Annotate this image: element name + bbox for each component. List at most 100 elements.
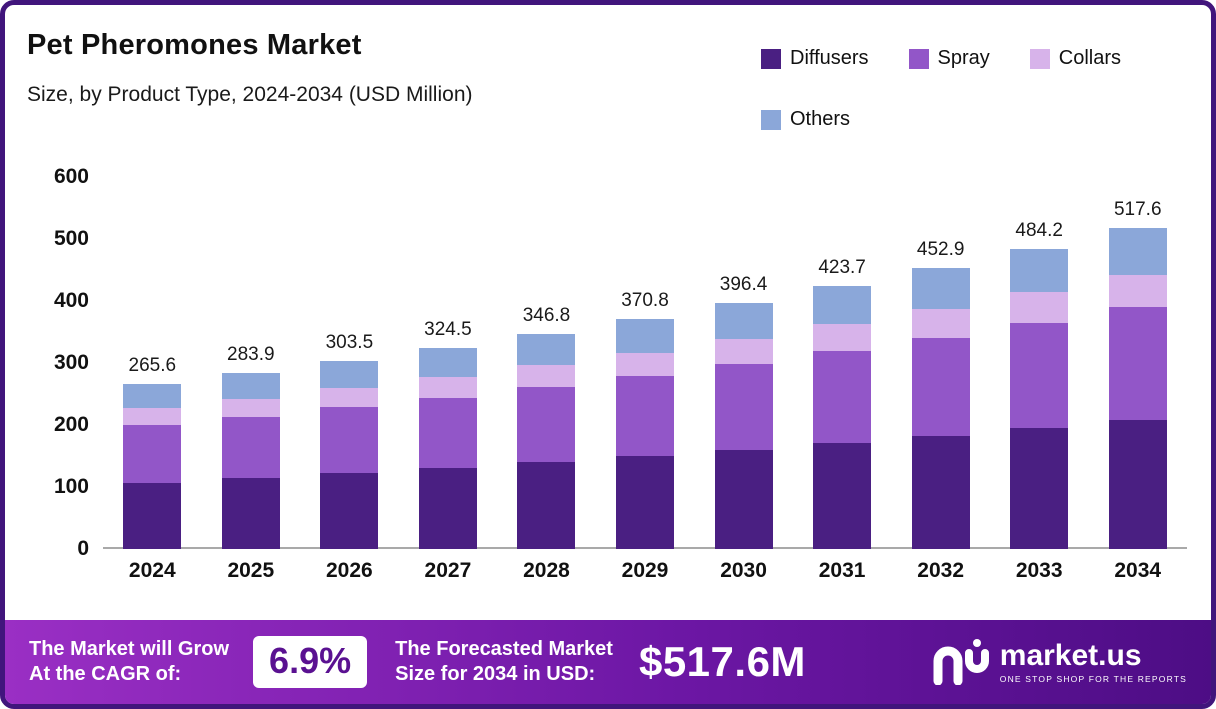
- bar-segment-spray[interactable]: [911, 337, 970, 436]
- footer-banner: The Market will Grow At the CAGR of: 6.9…: [5, 620, 1211, 704]
- bar-segment-collars[interactable]: [714, 339, 773, 364]
- bar-total-label: 370.8: [621, 290, 669, 312]
- y-axis-tick-label: 600: [53, 165, 89, 188]
- stacked-bar[interactable]: [714, 303, 773, 549]
- y-axis-tick-label: 300: [53, 351, 89, 374]
- legend-item-collars[interactable]: Collars: [1029, 47, 1122, 70]
- bar-segment-collars[interactable]: [1010, 292, 1069, 323]
- legend-item-spray[interactable]: Spray: [908, 47, 990, 70]
- bar-column: 265.6 2024: [103, 177, 202, 593]
- legend-label-collars: Collars: [1058, 47, 1122, 69]
- bar-segment-collars[interactable]: [616, 352, 674, 376]
- x-axis-label: 2030: [720, 559, 767, 582]
- bar-column: 346.8 2028: [497, 177, 596, 593]
- x-axis-label: 2027: [424, 559, 472, 582]
- bar-segment-collars[interactable]: [813, 324, 872, 352]
- bar-segment-others[interactable]: [1010, 248, 1069, 293]
- x-axis-label: 2028: [523, 559, 570, 582]
- bar-segment-collars[interactable]: [123, 408, 182, 426]
- bar-segment-spray[interactable]: [1108, 307, 1167, 420]
- bar-segment-diffusers[interactable]: [616, 456, 674, 549]
- forecast-label-line2: Size for 2034 in USD:: [395, 663, 596, 685]
- bar-segment-spray[interactable]: [813, 351, 872, 444]
- bar-segment-collars[interactable]: [911, 309, 970, 338]
- bar-segment-others[interactable]: [616, 319, 674, 353]
- bar-segment-diffusers[interactable]: [123, 482, 182, 549]
- legend-item-others[interactable]: Others: [761, 108, 850, 131]
- bar-segment-others[interactable]: [123, 384, 182, 409]
- bar-segment-spray[interactable]: [221, 416, 280, 479]
- x-axis-label: 2034: [1114, 559, 1162, 582]
- bar-segment-spray[interactable]: [714, 364, 773, 450]
- bar-segment-diffusers[interactable]: [517, 462, 576, 549]
- x-axis-label: 2032: [917, 559, 964, 582]
- bar-segment-collars[interactable]: [320, 388, 379, 408]
- bar-segment-diffusers[interactable]: [1010, 428, 1069, 549]
- bar-segment-collars[interactable]: [517, 365, 576, 388]
- legend-row-1: Diffusers Spray Collars: [761, 47, 1181, 70]
- cagr-label-line2: At the CAGR of:: [29, 663, 182, 685]
- y-axis-tick-label: 400: [53, 289, 89, 313]
- forecast-value: $517.6M: [638, 638, 806, 685]
- bar-segment-spray[interactable]: [320, 407, 379, 474]
- bar-total-label: 423.7: [818, 257, 866, 279]
- stacked-bar[interactable]: [320, 360, 379, 549]
- bar-total-label: 265.6: [128, 355, 177, 377]
- bar-segment-others[interactable]: [221, 373, 280, 399]
- bar-segment-diffusers[interactable]: [813, 443, 872, 549]
- bar-segment-spray[interactable]: [418, 397, 477, 468]
- x-axis-label: 2024: [128, 559, 176, 582]
- bar-segment-spray[interactable]: [517, 387, 576, 463]
- stacked-bar[interactable]: [1010, 248, 1069, 549]
- legend-swatch-diffusers: [761, 48, 781, 69]
- bar-segment-diffusers[interactable]: [714, 450, 773, 549]
- bar-column: 370.8 2029: [596, 177, 695, 593]
- cagr-label: The Market will Grow At the CAGR of:: [29, 637, 229, 687]
- stacked-bar[interactable]: [813, 286, 872, 549]
- plot-area: 265.6 2024 283.9 2025 303.5 2026 324.5 2027 346.…: [103, 177, 1187, 593]
- bar-segment-diffusers[interactable]: [1108, 419, 1167, 549]
- bar-segment-others[interactable]: [714, 303, 773, 339]
- bar-segment-spray[interactable]: [616, 375, 674, 457]
- marketus-logo[interactable]: market.us ONE STOP SHOP FOR THE REPORTS: [932, 639, 1187, 685]
- bar-segment-others[interactable]: [418, 347, 477, 378]
- bar-segment-diffusers[interactable]: [221, 478, 280, 549]
- y-axis-tick-label: 200: [53, 413, 89, 437]
- bar-segment-others[interactable]: [911, 268, 970, 310]
- bar-total-label: 396.4: [719, 274, 768, 296]
- legend-label-spray: Spray: [937, 47, 990, 69]
- stacked-bar[interactable]: [517, 334, 576, 549]
- bar-segment-collars[interactable]: [418, 377, 477, 398]
- marketus-logo-icon: [933, 639, 989, 685]
- legend-label-diffusers: Diffusers: [790, 47, 869, 69]
- stacked-bar[interactable]: [1108, 228, 1167, 549]
- bar-segment-diffusers[interactable]: [320, 473, 379, 549]
- bar-segment-diffusers[interactable]: [911, 435, 970, 549]
- x-axis-label: 2029: [621, 559, 669, 582]
- stacked-bar[interactable]: [123, 384, 182, 549]
- stacked-bar[interactable]: [911, 268, 970, 549]
- legend-item-diffusers[interactable]: Diffusers: [761, 47, 869, 70]
- bar-segment-others[interactable]: [320, 360, 379, 389]
- brand-name: market.us: [999, 638, 1142, 672]
- y-axis-tick-label: 500: [53, 227, 89, 250]
- stacked-bar[interactable]: [616, 319, 674, 549]
- bar-column: 283.9 2025: [202, 177, 301, 593]
- legend-row-2: Others: [761, 108, 1181, 131]
- bar-segment-others[interactable]: [517, 334, 576, 366]
- bar-segment-spray[interactable]: [123, 425, 182, 483]
- page-title: Pet Pheromones Market: [27, 29, 362, 61]
- bar-segment-collars[interactable]: [1108, 274, 1167, 308]
- stacked-bar[interactable]: [221, 373, 280, 549]
- x-axis-label: 2031: [818, 559, 866, 582]
- bar-segment-diffusers[interactable]: [418, 467, 477, 549]
- bar-segment-others[interactable]: [813, 286, 872, 325]
- bar-segment-collars[interactable]: [221, 398, 280, 417]
- bar-segment-others[interactable]: [1108, 228, 1167, 275]
- stacked-bar[interactable]: [418, 347, 477, 549]
- bar-column: 484.2 2033: [990, 177, 1089, 593]
- bar-segment-spray[interactable]: [1010, 322, 1069, 428]
- cagr-value-badge: 6.9%: [253, 636, 368, 688]
- y-axis-tick-label: 100: [53, 475, 89, 499]
